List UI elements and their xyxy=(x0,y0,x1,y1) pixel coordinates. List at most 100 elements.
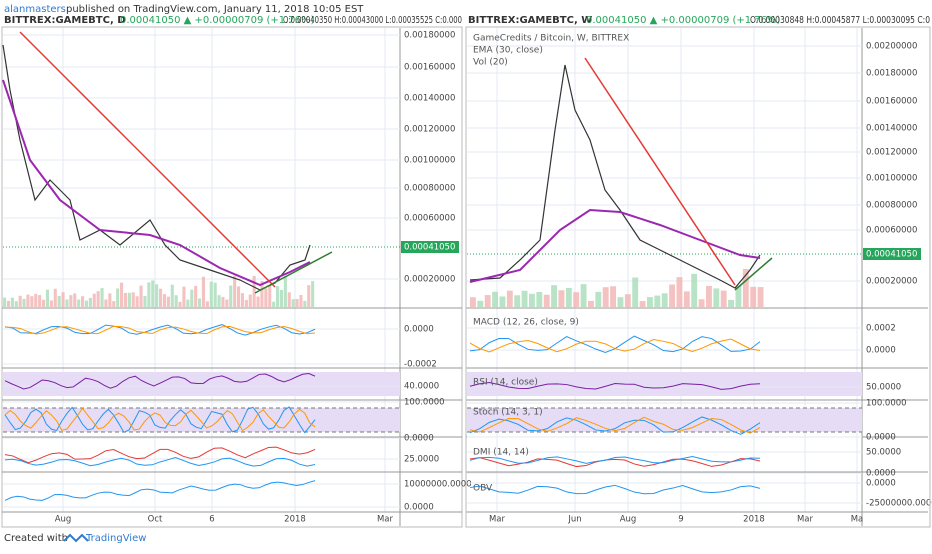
volume-bar xyxy=(53,288,57,307)
footer-brand[interactable]: TradingView xyxy=(85,533,146,544)
y-tick-label: 0.00020000 xyxy=(404,275,455,285)
volume-bar xyxy=(514,295,521,307)
left-chart: BITTREX:GAMEBTC, D 0.00041050 ▲ +0.00000… xyxy=(1,15,463,528)
x-tick-label: 2018 xyxy=(284,515,306,525)
volume-bar xyxy=(42,299,46,307)
volume-bar xyxy=(654,295,661,307)
y-tick-label: 0.00180000 xyxy=(866,69,917,79)
volume-bar xyxy=(186,299,190,307)
volume-bar xyxy=(182,286,186,307)
panel-label: RSI (14, close) xyxy=(473,378,538,388)
volume-bar xyxy=(551,285,558,307)
x-tick-label: Ma xyxy=(851,515,864,525)
volume-bar xyxy=(6,300,11,307)
volume-bar xyxy=(73,293,77,307)
x-tick-label: Mar xyxy=(489,515,506,525)
right-obv xyxy=(469,484,761,495)
volume-bar xyxy=(499,296,506,307)
volume-bar xyxy=(190,289,194,307)
y-tick-label: 0.00060000 xyxy=(866,226,917,236)
right-frame xyxy=(465,26,931,528)
right-dmi-plus xyxy=(469,457,761,468)
volume-bar xyxy=(276,286,280,307)
right-symbol: BITTREX:GAMEBTC, W xyxy=(468,15,592,26)
y-tick-label: 40.0000 xyxy=(404,382,439,392)
volume-bar xyxy=(311,281,315,307)
y-tick-label: 0.0002 xyxy=(866,324,896,334)
volume-bar xyxy=(728,299,735,307)
volume-bar xyxy=(65,299,69,307)
author[interactable]: alanmasters xyxy=(4,4,66,15)
volume-bar xyxy=(492,291,499,307)
volume-bar xyxy=(260,280,264,307)
volume-bar xyxy=(45,289,50,307)
volume-bar xyxy=(632,277,639,307)
volume-bar xyxy=(264,288,268,307)
volume-bar xyxy=(77,299,81,307)
left-trend-red xyxy=(19,31,276,288)
volume-bar xyxy=(209,281,213,307)
volume-bar xyxy=(521,290,528,307)
volume-bar xyxy=(237,286,241,307)
legend-entry: Vol (20) xyxy=(473,58,508,68)
volume-bar xyxy=(484,295,491,307)
y-tick-label: 0.00200000 xyxy=(866,42,917,52)
right-signal xyxy=(469,338,761,353)
volume-bar xyxy=(706,286,712,307)
right-chart: BITTREX:GAMEBTC, W 0.00041050 ▲ +0.00000… xyxy=(465,15,931,528)
volume-bar xyxy=(602,287,609,307)
x-tick-label: 9 xyxy=(678,515,683,525)
volume-bar xyxy=(88,297,92,307)
volume-bar xyxy=(624,294,631,307)
left-macd xyxy=(4,324,316,336)
volume-bar xyxy=(295,298,299,307)
volume-bar xyxy=(225,299,229,307)
y-tick-label: 0.00140000 xyxy=(404,94,455,104)
y-tick-label: 0.00160000 xyxy=(866,97,917,107)
volume-bar xyxy=(10,297,14,307)
volume-bar xyxy=(307,285,311,307)
volume-bar xyxy=(201,276,206,307)
volume-bar xyxy=(131,292,135,307)
volume-bar xyxy=(96,291,100,307)
y-tick-label: 0.00160000 xyxy=(404,63,455,73)
volume-bar xyxy=(49,300,53,307)
left-rsi xyxy=(4,372,316,390)
volume-bar xyxy=(240,293,245,307)
legend-entry: EMA (30, close) xyxy=(473,46,543,56)
volume-bar xyxy=(698,299,705,307)
volume-bar xyxy=(573,292,580,307)
volume-bar xyxy=(217,295,221,307)
y-tick-label: 0.0000 xyxy=(404,434,434,444)
left-ema xyxy=(2,79,311,287)
volume-bar xyxy=(116,288,120,307)
x-tick-label: Jun xyxy=(567,515,581,525)
right-stoch xyxy=(469,416,761,435)
y-tick-label: 0.0000 xyxy=(404,325,434,335)
volume-bar xyxy=(30,296,34,307)
stoch-band xyxy=(467,408,862,432)
y-tick-label: 0.00080000 xyxy=(866,201,917,211)
x-tick-label: 2018 xyxy=(743,515,765,525)
volume-bar xyxy=(713,288,720,307)
volume-bar xyxy=(647,297,653,307)
y-tick-label: 0.00100000 xyxy=(404,156,455,166)
volume-bar xyxy=(750,286,757,307)
volume-bar xyxy=(735,285,742,307)
left-dmi-plus xyxy=(4,446,316,464)
right-stoch-d xyxy=(469,416,761,434)
volume-bar xyxy=(81,296,85,307)
volume-bar xyxy=(170,284,174,307)
volume-bar xyxy=(639,301,646,307)
volume-bar xyxy=(256,296,260,307)
volume-bar xyxy=(529,293,535,307)
footer-created: Created with xyxy=(4,533,68,544)
volume-bar xyxy=(14,301,18,307)
volume-bar xyxy=(287,292,291,307)
right-trend-red xyxy=(584,57,736,286)
y-tick-label: 0.00140000 xyxy=(866,124,917,134)
y-tick-label: 0.0000 xyxy=(866,433,896,443)
volume-bar xyxy=(303,300,307,307)
left-signal xyxy=(4,325,316,335)
